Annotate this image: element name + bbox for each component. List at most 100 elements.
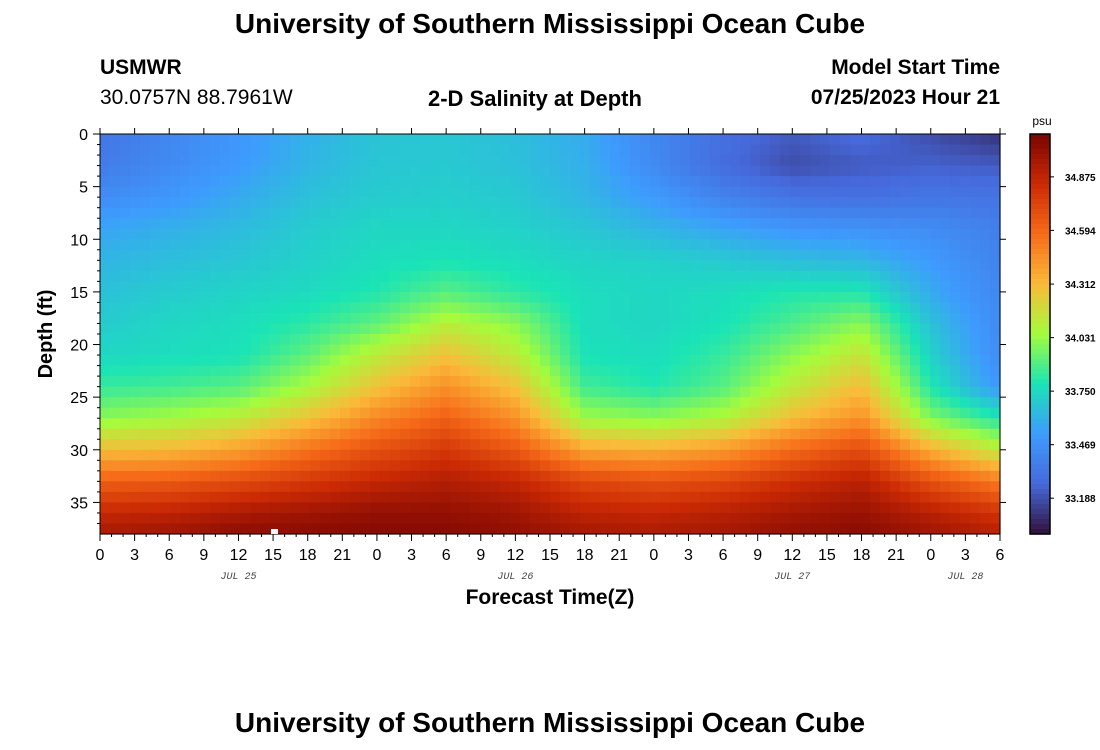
heatmap-cell (670, 418, 681, 430)
heatmap-cell (760, 155, 771, 167)
heatmap-cell (630, 197, 641, 209)
heatmap-cell (630, 523, 641, 535)
heatmap-cell (980, 134, 991, 146)
heatmap-cell (480, 376, 491, 388)
heatmap-cell (380, 439, 391, 451)
heatmap-cell (560, 228, 571, 240)
heatmap-cell (170, 523, 181, 535)
heatmap-cell (210, 523, 221, 535)
heatmap-cell (500, 228, 511, 240)
heatmap-cell (210, 323, 221, 335)
heatmap-cell (990, 218, 1001, 230)
heatmap-cell (180, 365, 191, 377)
colorbar-segment (1030, 309, 1050, 315)
heatmap-cell (330, 218, 341, 230)
heatmap-cell (240, 218, 251, 230)
heatmap-cell (590, 439, 601, 451)
heatmap-cell (920, 155, 931, 167)
heatmap-cell (720, 186, 731, 198)
heatmap-cell (770, 365, 781, 377)
heatmap-cell (310, 355, 321, 367)
heatmap-cell (330, 134, 341, 146)
heatmap-cell (250, 460, 261, 472)
heatmap-cell (810, 218, 821, 230)
heatmap-cell (330, 397, 341, 409)
heatmap-cell (860, 523, 871, 535)
heatmap-cell (660, 176, 671, 188)
heatmap-cell (390, 260, 401, 272)
heatmap-cell (450, 249, 461, 261)
heatmap-cell (640, 323, 651, 335)
heatmap-cell (380, 428, 391, 440)
heatmap-cell (800, 144, 811, 156)
heatmap-cell (850, 260, 861, 272)
heatmap-cell (520, 397, 531, 409)
heatmap-cell (280, 302, 291, 314)
heatmap-cell (370, 144, 381, 156)
heatmap-cell (920, 197, 931, 209)
heatmap-cell (490, 302, 501, 314)
heatmap-cell (830, 491, 841, 504)
heatmap-cell (790, 365, 801, 377)
heatmap-cell (760, 407, 771, 419)
colorbar-segment (1030, 379, 1050, 385)
heatmap-cell (450, 165, 461, 177)
colorbar-segment (1030, 154, 1050, 160)
colorbar-segment (1030, 519, 1050, 525)
heatmap-cell (130, 407, 141, 419)
heatmap-cell (770, 491, 781, 504)
heatmap-cell (240, 491, 251, 504)
heatmap-cell (990, 439, 1001, 451)
heatmap-cell (180, 228, 191, 240)
heatmap-cell (740, 207, 751, 219)
heatmap-cell (920, 386, 931, 398)
heatmap-cell (610, 218, 621, 230)
heatmap-cell (330, 155, 341, 167)
heatmap-cell (560, 218, 571, 230)
heatmap-cell (540, 155, 551, 167)
heatmap-cell (700, 491, 711, 504)
heatmap-cell (380, 312, 391, 325)
heatmap-cell (730, 228, 741, 240)
heatmap-cell (340, 165, 351, 177)
heatmap-cell (380, 334, 391, 346)
heatmap-cell (210, 260, 221, 272)
heatmap-cell (310, 197, 321, 209)
heatmap-cell (580, 439, 591, 451)
heatmap-cell (320, 218, 331, 230)
heatmap-cell (660, 155, 671, 167)
heatmap-cell (840, 249, 851, 261)
heatmap-cell (520, 249, 531, 261)
heatmap-cell (720, 418, 731, 430)
heatmap-cell (250, 176, 261, 188)
heatmap-cell (860, 165, 871, 177)
heatmap-cell (250, 386, 261, 398)
heatmap-cell (940, 407, 951, 419)
heatmap-cell (780, 334, 791, 346)
heatmap-cell (430, 239, 441, 251)
x-axis-label: Forecast Time(Z) (466, 586, 635, 609)
heatmap-cell (100, 386, 111, 398)
heatmap-cell (590, 407, 601, 419)
heatmap-cell (290, 355, 301, 367)
heatmap-cell (960, 407, 971, 419)
heatmap-cell (480, 418, 491, 430)
heatmap-cell (210, 228, 221, 240)
heatmap-cell (660, 260, 671, 272)
heatmap-cell (810, 355, 821, 367)
heatmap-cell (950, 460, 961, 472)
heatmap-cell (290, 386, 301, 398)
heatmap-cell (600, 428, 611, 440)
heatmap-cell (530, 323, 541, 335)
heatmap-cell (100, 407, 111, 419)
heatmap-cell (920, 260, 931, 272)
heatmap-cell (970, 186, 981, 198)
heatmap-cell (790, 334, 801, 346)
heatmap-cell (950, 134, 961, 146)
heatmap-cell (530, 460, 541, 472)
heatmap-cell (640, 418, 651, 430)
colorbar-tick-label: 33.469 (1065, 441, 1096, 452)
heatmap-cell (950, 407, 961, 419)
heatmap-cell (920, 144, 931, 156)
colorbar-segment (1030, 374, 1050, 380)
